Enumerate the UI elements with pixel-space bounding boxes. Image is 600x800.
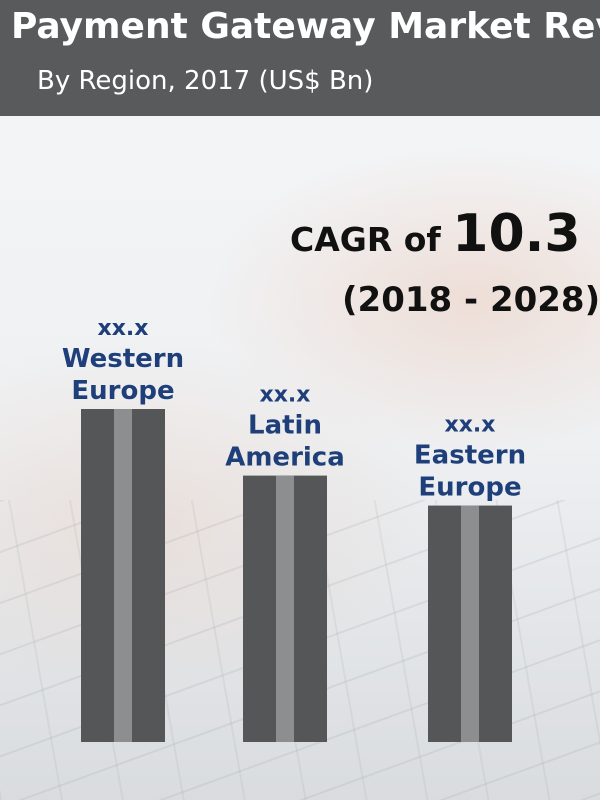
- chart-subtitle: By Region, 2017 (US$ Bn): [37, 66, 374, 96]
- cagr-period: (2018 - 2028): [342, 280, 600, 320]
- category-label: Western: [62, 344, 184, 374]
- cagr-label: CAGR of: [290, 220, 453, 259]
- category-label: Latin: [248, 411, 322, 441]
- category-label: Eastern: [414, 441, 526, 471]
- title-bar: e Payment Gateway Market Rev By Region, …: [0, 0, 600, 116]
- cagr-value: 10.3: [452, 204, 581, 264]
- category-label: America: [225, 443, 345, 473]
- bar-highlight-1: [114, 409, 132, 742]
- category-label: Europe: [71, 376, 174, 406]
- category-label: Europe: [418, 473, 521, 503]
- bar-highlight-3: [461, 505, 479, 742]
- bar-value-label: xx.x: [98, 316, 149, 341]
- bar-value-label: xx.x: [445, 413, 496, 438]
- cagr-annotation: CAGR of 10.3: [290, 204, 581, 264]
- bar-highlight-2: [276, 475, 294, 742]
- chart-title: e Payment Gateway Market Rev: [0, 6, 600, 47]
- bar-value-label: xx.x: [260, 383, 311, 408]
